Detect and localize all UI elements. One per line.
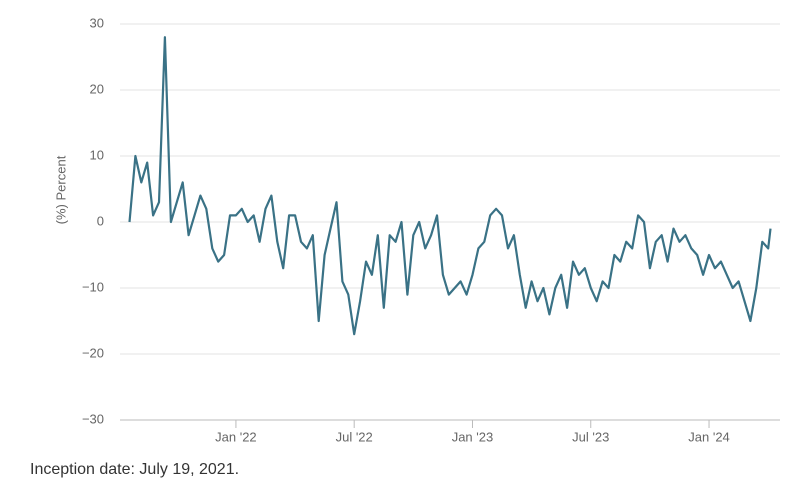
- y-tick-label: −10: [82, 279, 104, 294]
- y-tick-label: 0: [97, 213, 104, 228]
- y-tick-label: 20: [90, 81, 104, 96]
- x-tick-label: Jul '22: [336, 429, 373, 444]
- y-tick-label: 10: [90, 147, 104, 162]
- y-axis-label: (%) Percent: [53, 155, 68, 224]
- footnote: Inception date: July 19, 2021.: [30, 461, 239, 478]
- data-line: [128, 36, 772, 336]
- x-tick-label: Jan '23: [452, 429, 494, 444]
- x-tick-label: Jan '22: [215, 429, 257, 444]
- y-tick-label: 30: [90, 15, 104, 30]
- y-tick-label: −30: [82, 411, 104, 426]
- x-tick-label: Jan '24: [688, 429, 730, 444]
- x-tick-label: Jul '23: [572, 429, 609, 444]
- y-tick-label: −20: [82, 345, 104, 360]
